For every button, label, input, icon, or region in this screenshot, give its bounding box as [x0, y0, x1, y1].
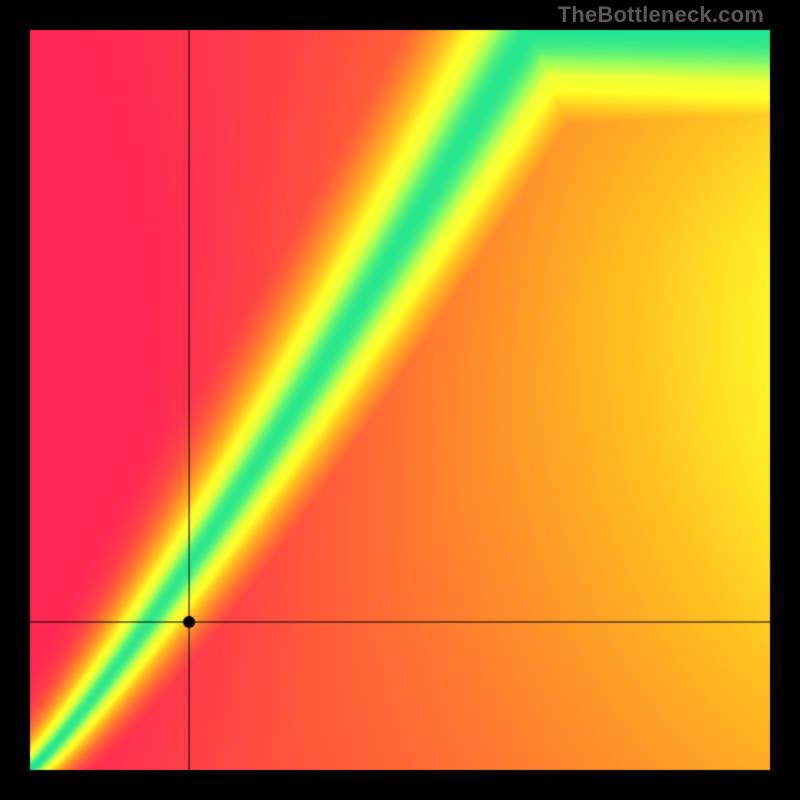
bottleneck-heatmap-canvas: [0, 0, 800, 800]
bottleneck-heatmap-container: TheBottleneck.com: [0, 0, 800, 800]
watermark-label: TheBottleneck.com: [558, 2, 764, 28]
